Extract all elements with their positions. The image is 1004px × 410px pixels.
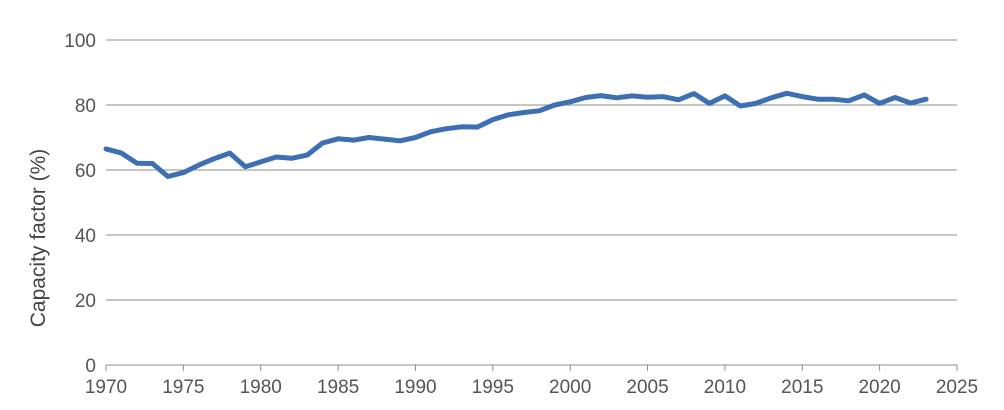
y-tick-label-100: 100: [64, 31, 96, 52]
x-tick-label-1975: 1975: [162, 377, 204, 398]
x-tick-label-1980: 1980: [240, 377, 282, 398]
gridlines: [106, 39, 957, 366]
x-tick-label-1985: 1985: [317, 377, 359, 398]
x-tick-label-1995: 1995: [472, 377, 514, 398]
series-line-0: [103, 90, 929, 179]
x-axis-ticks: 1970 1975 1980 1985 1990 1995 2000 2005 2010 2015…: [85, 365, 978, 398]
x-tick-label-2025: 2025: [936, 377, 978, 398]
y-tick-label-0: 0: [85, 356, 96, 377]
y-axis-label: Capacity factor (%): [27, 149, 50, 328]
y-tick-label-60: 60: [75, 161, 96, 182]
x-tick-label-2000: 2000: [549, 377, 591, 398]
y-axis-ticks: 0 20 40 60 80 100: [64, 31, 96, 377]
y-tick-label-80: 80: [75, 96, 96, 117]
x-tick-label-2005: 2005: [626, 377, 668, 398]
x-tick-label-2010: 2010: [704, 377, 746, 398]
x-tick-label-2020: 2020: [858, 377, 900, 398]
x-tick-label-1970: 1970: [85, 377, 127, 398]
y-tick-label-40: 40: [75, 226, 96, 247]
x-tick-label-1990: 1990: [394, 377, 436, 398]
x-tick-label-2015: 2015: [781, 377, 823, 398]
series-group: [103, 90, 929, 179]
y-tick-label-20: 20: [75, 291, 96, 312]
